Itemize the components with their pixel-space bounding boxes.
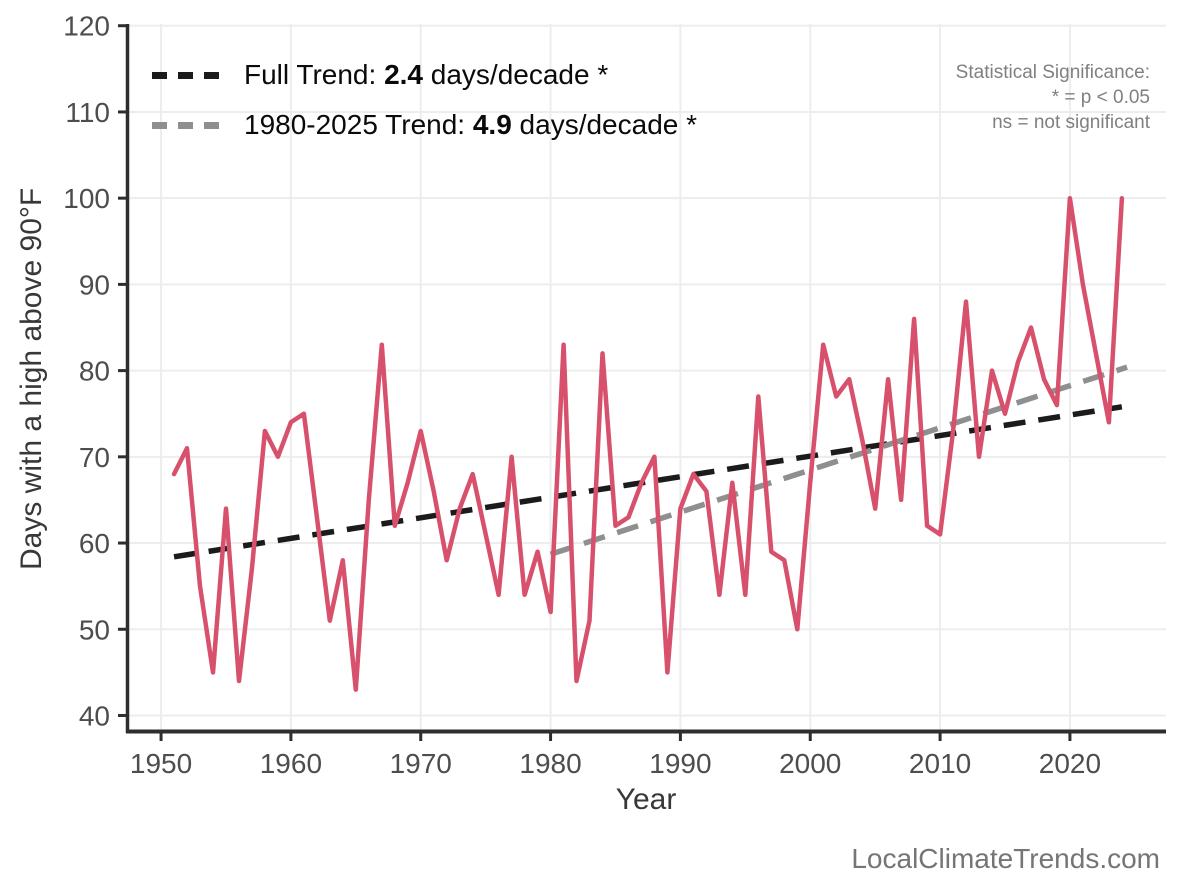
x-axis-title: Year: [615, 783, 677, 816]
full-trend-line: [173, 404, 1123, 560]
legend-label-recent-trend: 1980-2025 Trend: 4.9 days/decade *: [244, 109, 698, 140]
y-tick-label: 110: [65, 97, 110, 128]
y-tick-label: 100: [63, 183, 110, 214]
data-series-line: [171, 195, 1125, 692]
y-axis-title: Days with a high above 90°F: [15, 187, 48, 571]
significance-note-ns: ns = not significant: [992, 112, 1150, 133]
y-tick-label: 80: [79, 356, 110, 387]
full-trend-dash-swatch: [152, 71, 222, 79]
legend-label-full-trend: Full Trend: 2.4 days/decade *: [244, 59, 609, 90]
legend-row-full-trend: Full Trend: 2.4 days/decade *: [152, 50, 697, 100]
legend-row-recent-trend: 1980-2025 Trend: 4.9 days/decade *: [152, 100, 697, 150]
y-tick-label: 50: [79, 614, 110, 645]
x-tick-label: 2010: [909, 748, 971, 779]
significance-note-title: Statistical Significance:: [955, 62, 1150, 83]
y-tick-label: 90: [79, 269, 110, 300]
x-tick-label: 1960: [260, 748, 322, 779]
y-tick-label: 40: [79, 700, 110, 731]
y-tick-label: 120: [63, 11, 110, 42]
watermark: LocalClimateTrends.com: [851, 843, 1160, 874]
significance-note: Statistical Significance: * = p < 0.05 n…: [956, 60, 1150, 135]
significance-note-star: * = p < 0.05: [1051, 87, 1150, 108]
x-tick-label: 2000: [779, 748, 841, 779]
recent-trend-dash-swatch: [152, 121, 222, 129]
x-tick-label: 1990: [649, 748, 711, 779]
x-tick-label: 1980: [519, 748, 581, 779]
legend: Full Trend: 2.4 days/decade * 1980-2025 …: [152, 50, 697, 150]
recent-trend-line: [549, 364, 1128, 557]
x-tick-label: 2020: [1039, 748, 1101, 779]
x-tick-label: 1950: [130, 748, 192, 779]
y-tick-label: 60: [79, 528, 110, 559]
x-tick-label: 1970: [390, 748, 452, 779]
y-tick-label: 70: [79, 442, 110, 473]
